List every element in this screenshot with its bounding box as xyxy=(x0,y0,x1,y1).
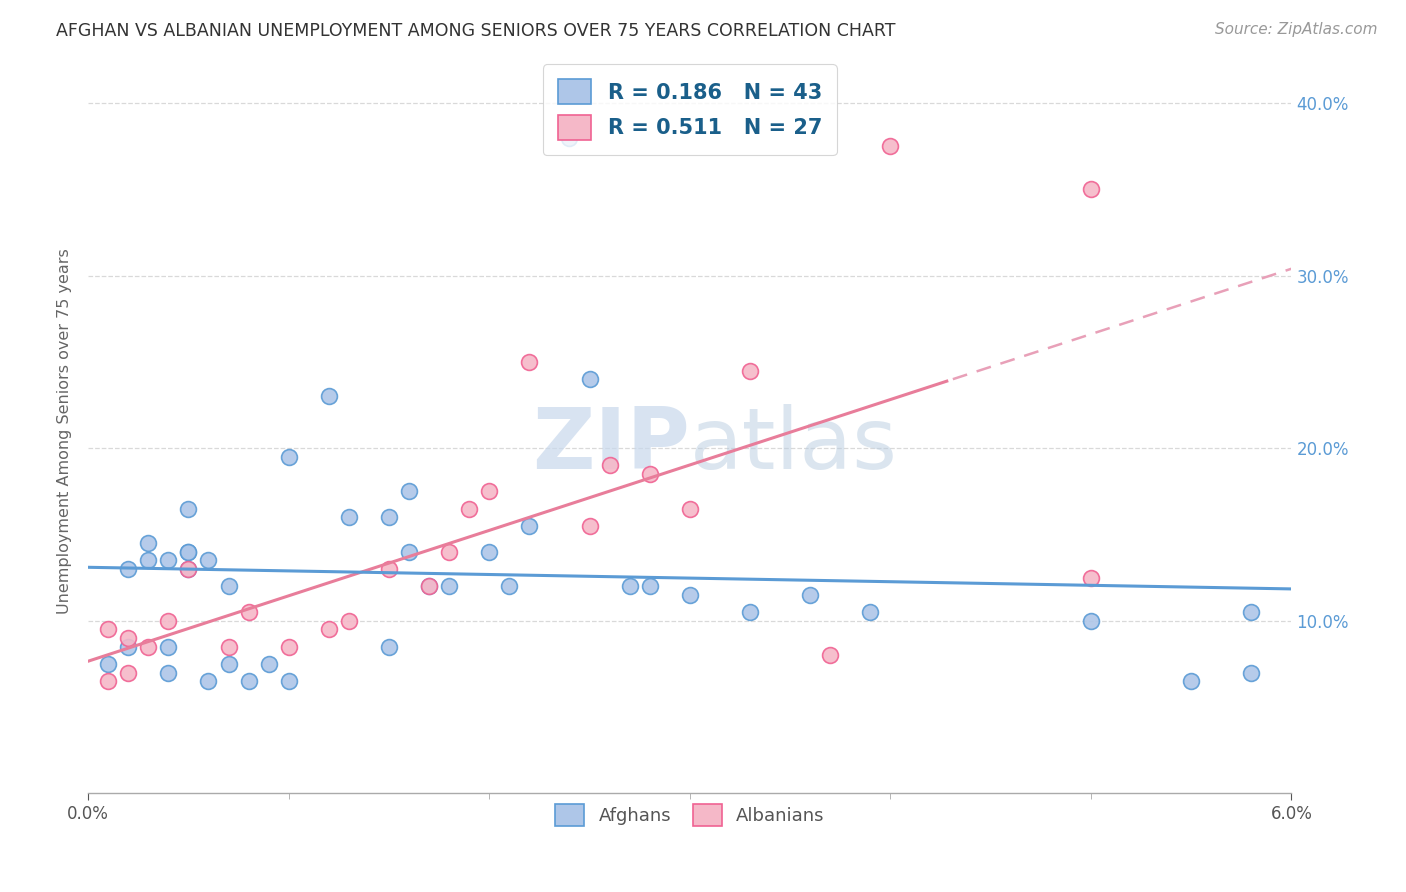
Point xyxy=(117,640,139,654)
Point xyxy=(197,674,219,689)
Point xyxy=(177,562,200,576)
Point xyxy=(1080,182,1102,196)
Point xyxy=(97,657,120,671)
Point xyxy=(519,519,541,533)
Point xyxy=(859,605,882,619)
Point xyxy=(136,640,159,654)
Point xyxy=(599,458,621,473)
Point xyxy=(1180,674,1202,689)
Point xyxy=(337,510,360,524)
Point xyxy=(177,545,200,559)
Point xyxy=(117,562,139,576)
Y-axis label: Unemployment Among Seniors over 75 years: Unemployment Among Seniors over 75 years xyxy=(58,248,72,614)
Text: ZIP: ZIP xyxy=(531,404,690,487)
Point xyxy=(157,665,180,680)
Point xyxy=(398,484,420,499)
Point xyxy=(378,640,401,654)
Text: Source: ZipAtlas.com: Source: ZipAtlas.com xyxy=(1215,22,1378,37)
Point xyxy=(318,623,340,637)
Point xyxy=(177,562,200,576)
Point xyxy=(238,674,260,689)
Point xyxy=(398,545,420,559)
Point xyxy=(638,467,661,481)
Point xyxy=(478,545,501,559)
Point xyxy=(498,579,520,593)
Point xyxy=(177,501,200,516)
Point xyxy=(218,640,240,654)
Point xyxy=(157,614,180,628)
Point xyxy=(136,536,159,550)
Point xyxy=(157,553,180,567)
Point xyxy=(97,674,120,689)
Point xyxy=(799,588,821,602)
Point xyxy=(418,579,440,593)
Point xyxy=(378,510,401,524)
Point xyxy=(738,605,761,619)
Point xyxy=(1080,571,1102,585)
Point xyxy=(638,579,661,593)
Point xyxy=(519,355,541,369)
Point xyxy=(619,579,641,593)
Point xyxy=(1080,614,1102,628)
Point xyxy=(318,389,340,403)
Point xyxy=(117,631,139,645)
Point xyxy=(97,623,120,637)
Point xyxy=(277,640,299,654)
Text: atlas: atlas xyxy=(690,404,898,487)
Text: AFGHAN VS ALBANIAN UNEMPLOYMENT AMONG SENIORS OVER 75 YEARS CORRELATION CHART: AFGHAN VS ALBANIAN UNEMPLOYMENT AMONG SE… xyxy=(56,22,896,40)
Point xyxy=(238,605,260,619)
Point xyxy=(197,553,219,567)
Point xyxy=(337,614,360,628)
Point xyxy=(578,372,600,386)
Point xyxy=(578,519,600,533)
Point xyxy=(818,648,841,663)
Point xyxy=(277,674,299,689)
Point xyxy=(117,665,139,680)
Point xyxy=(277,450,299,464)
Point xyxy=(378,562,401,576)
Point xyxy=(458,501,481,516)
Point xyxy=(437,545,460,559)
Point xyxy=(136,553,159,567)
Point xyxy=(157,640,180,654)
Point xyxy=(437,579,460,593)
Point xyxy=(177,545,200,559)
Point xyxy=(558,130,581,145)
Point xyxy=(218,657,240,671)
Point xyxy=(1240,605,1263,619)
Point xyxy=(218,579,240,593)
Point xyxy=(478,484,501,499)
Point xyxy=(1240,665,1263,680)
Point xyxy=(257,657,280,671)
Point xyxy=(418,579,440,593)
Legend: Afghans, Albanians: Afghans, Albanians xyxy=(546,795,834,835)
Point xyxy=(679,588,702,602)
Point xyxy=(879,139,901,153)
Point xyxy=(679,501,702,516)
Point xyxy=(738,363,761,377)
